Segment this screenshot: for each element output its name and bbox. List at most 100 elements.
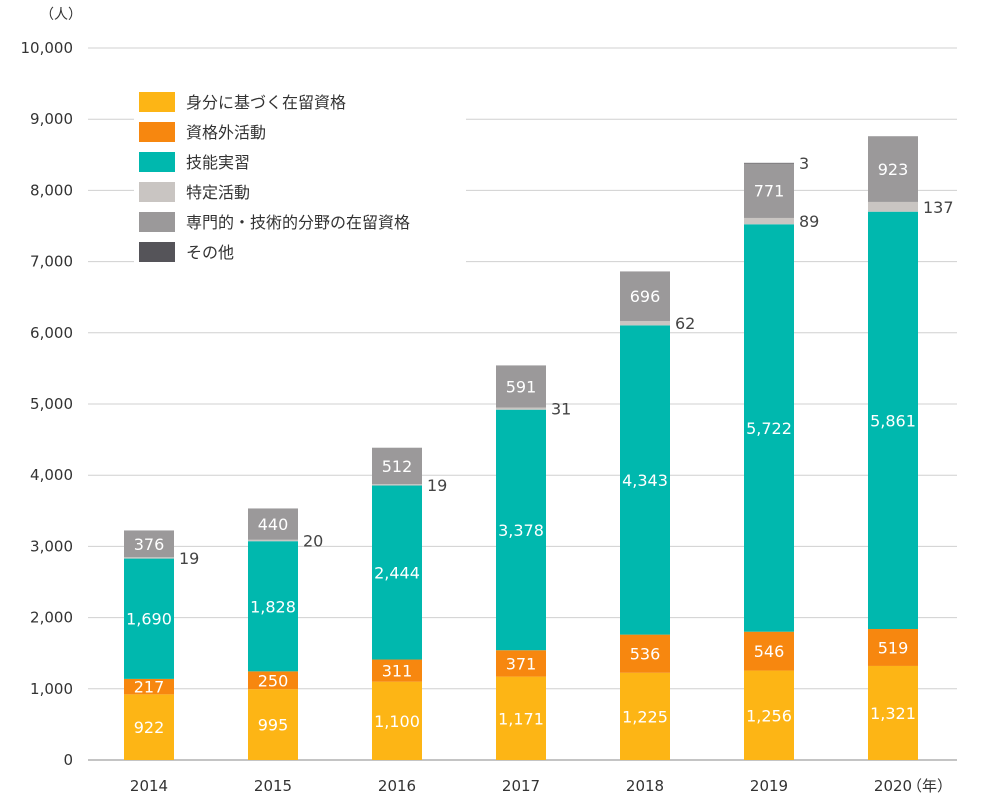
y-tick-label: 7,000	[30, 253, 73, 271]
data-label: 89	[799, 212, 819, 231]
data-label: 19	[179, 549, 199, 568]
data-label: 995	[258, 716, 289, 735]
data-label: 440	[258, 515, 289, 534]
data-label: 546	[754, 642, 785, 661]
data-label: 31	[551, 400, 571, 419]
bar-segment	[620, 672, 670, 760]
bar-segment	[124, 530, 174, 558]
x-axis: （年） 2014 2015 2016 2017 2018 2019 2020	[130, 777, 952, 795]
bar-segment	[868, 665, 918, 760]
x-tick-label: 2019	[750, 777, 788, 795]
data-label: 1,321	[870, 704, 916, 723]
data-label: 250	[258, 671, 289, 690]
bar-segment	[248, 689, 298, 760]
bar-segment	[744, 631, 794, 671]
bar-segment	[744, 217, 794, 225]
legend-swatch	[139, 152, 175, 172]
bar-segment	[744, 224, 794, 632]
legend-swatch	[139, 182, 175, 202]
x-tick-label: 2017	[502, 777, 540, 795]
legend-swatch	[139, 242, 175, 262]
bar-segment	[496, 409, 546, 651]
data-label: 1,225	[622, 707, 668, 726]
bar-segment	[372, 484, 422, 486]
data-label: 137	[923, 198, 954, 217]
data-label: 922	[134, 718, 165, 737]
data-label: 519	[878, 638, 909, 657]
bar-segment	[124, 557, 174, 559]
bar-segment	[372, 681, 422, 760]
bar-segment	[496, 650, 546, 677]
data-label: 3	[799, 154, 809, 173]
bar-segment	[868, 136, 918, 202]
y-tick-label: 4,000	[30, 466, 73, 484]
bar-segment	[620, 271, 670, 321]
data-label: 771	[754, 182, 785, 201]
data-label: 591	[506, 377, 537, 396]
y-axis: （人） 0 1,000 2,000 3,000 4,000 5,000 6,000 7,000…	[21, 7, 83, 769]
y-tick-label: 6,000	[30, 324, 73, 342]
bar-segment	[248, 508, 298, 540]
data-label: 696	[630, 287, 661, 306]
bar-segment	[372, 659, 422, 682]
y-tick-label: 9,000	[30, 110, 73, 128]
data-label: 3,378	[498, 521, 544, 540]
data-label: 376	[134, 535, 165, 554]
bar-segment	[620, 325, 670, 635]
data-label: 217	[134, 678, 165, 697]
x-unit-label: （年）	[907, 777, 952, 795]
bar-segment	[248, 541, 298, 672]
bar-segment	[372, 447, 422, 485]
data-label: 512	[382, 457, 413, 476]
data-label: 62	[675, 314, 695, 333]
y-tick-label: 3,000	[30, 537, 73, 555]
legend-swatch	[139, 92, 175, 112]
legend-swatch	[139, 122, 175, 142]
bar-segment	[744, 163, 794, 218]
legend-label: 技能実習	[186, 153, 250, 172]
legend-background	[134, 84, 466, 268]
data-label: 4,343	[622, 471, 668, 490]
x-tick-label: 2018	[626, 777, 664, 795]
bar-segment	[868, 211, 918, 629]
bar-segment	[248, 539, 298, 542]
data-label: 311	[382, 662, 413, 681]
x-tick-label: 2015	[254, 777, 292, 795]
y-tick-label: 10,000	[21, 39, 74, 57]
data-label: 5,722	[746, 419, 792, 438]
y-tick-label: 0	[63, 751, 73, 769]
y-unit-label: （人）	[40, 7, 82, 23]
legend-label: 特定活動	[186, 183, 250, 202]
bar-segment	[372, 485, 422, 660]
bar-segment	[496, 365, 546, 408]
bar-segment	[496, 676, 546, 760]
bars	[124, 136, 918, 760]
bar-segment	[620, 634, 670, 673]
data-label: 1,828	[250, 597, 296, 616]
data-label: 1,256	[746, 706, 792, 725]
data-label: 5,861	[870, 411, 916, 430]
bar-segment	[496, 407, 546, 410]
data-label: 2,444	[374, 564, 420, 583]
data-label: 1,100	[374, 712, 420, 731]
bar-segment	[868, 628, 918, 666]
x-tick-label: 2020	[874, 777, 912, 795]
bar-segment	[868, 201, 918, 212]
bar-segment	[248, 671, 298, 690]
bar-segment	[124, 558, 174, 679]
legend-label: 専門的・技術的分野の在留資格	[186, 213, 410, 232]
data-label: 19	[427, 476, 447, 495]
bar-segment	[744, 670, 794, 760]
bar-segment	[620, 320, 670, 326]
x-tick-label: 2014	[130, 777, 168, 795]
data-label: 1,171	[498, 709, 544, 728]
x-tick-label: 2016	[378, 777, 416, 795]
bar-segment	[124, 678, 174, 695]
data-label: 536	[630, 645, 661, 664]
data-label: 20	[303, 531, 323, 550]
data-label: 371	[506, 654, 537, 673]
y-tick-label: 8,000	[30, 181, 73, 199]
legend-label: 身分に基づく在留資格	[186, 93, 346, 112]
